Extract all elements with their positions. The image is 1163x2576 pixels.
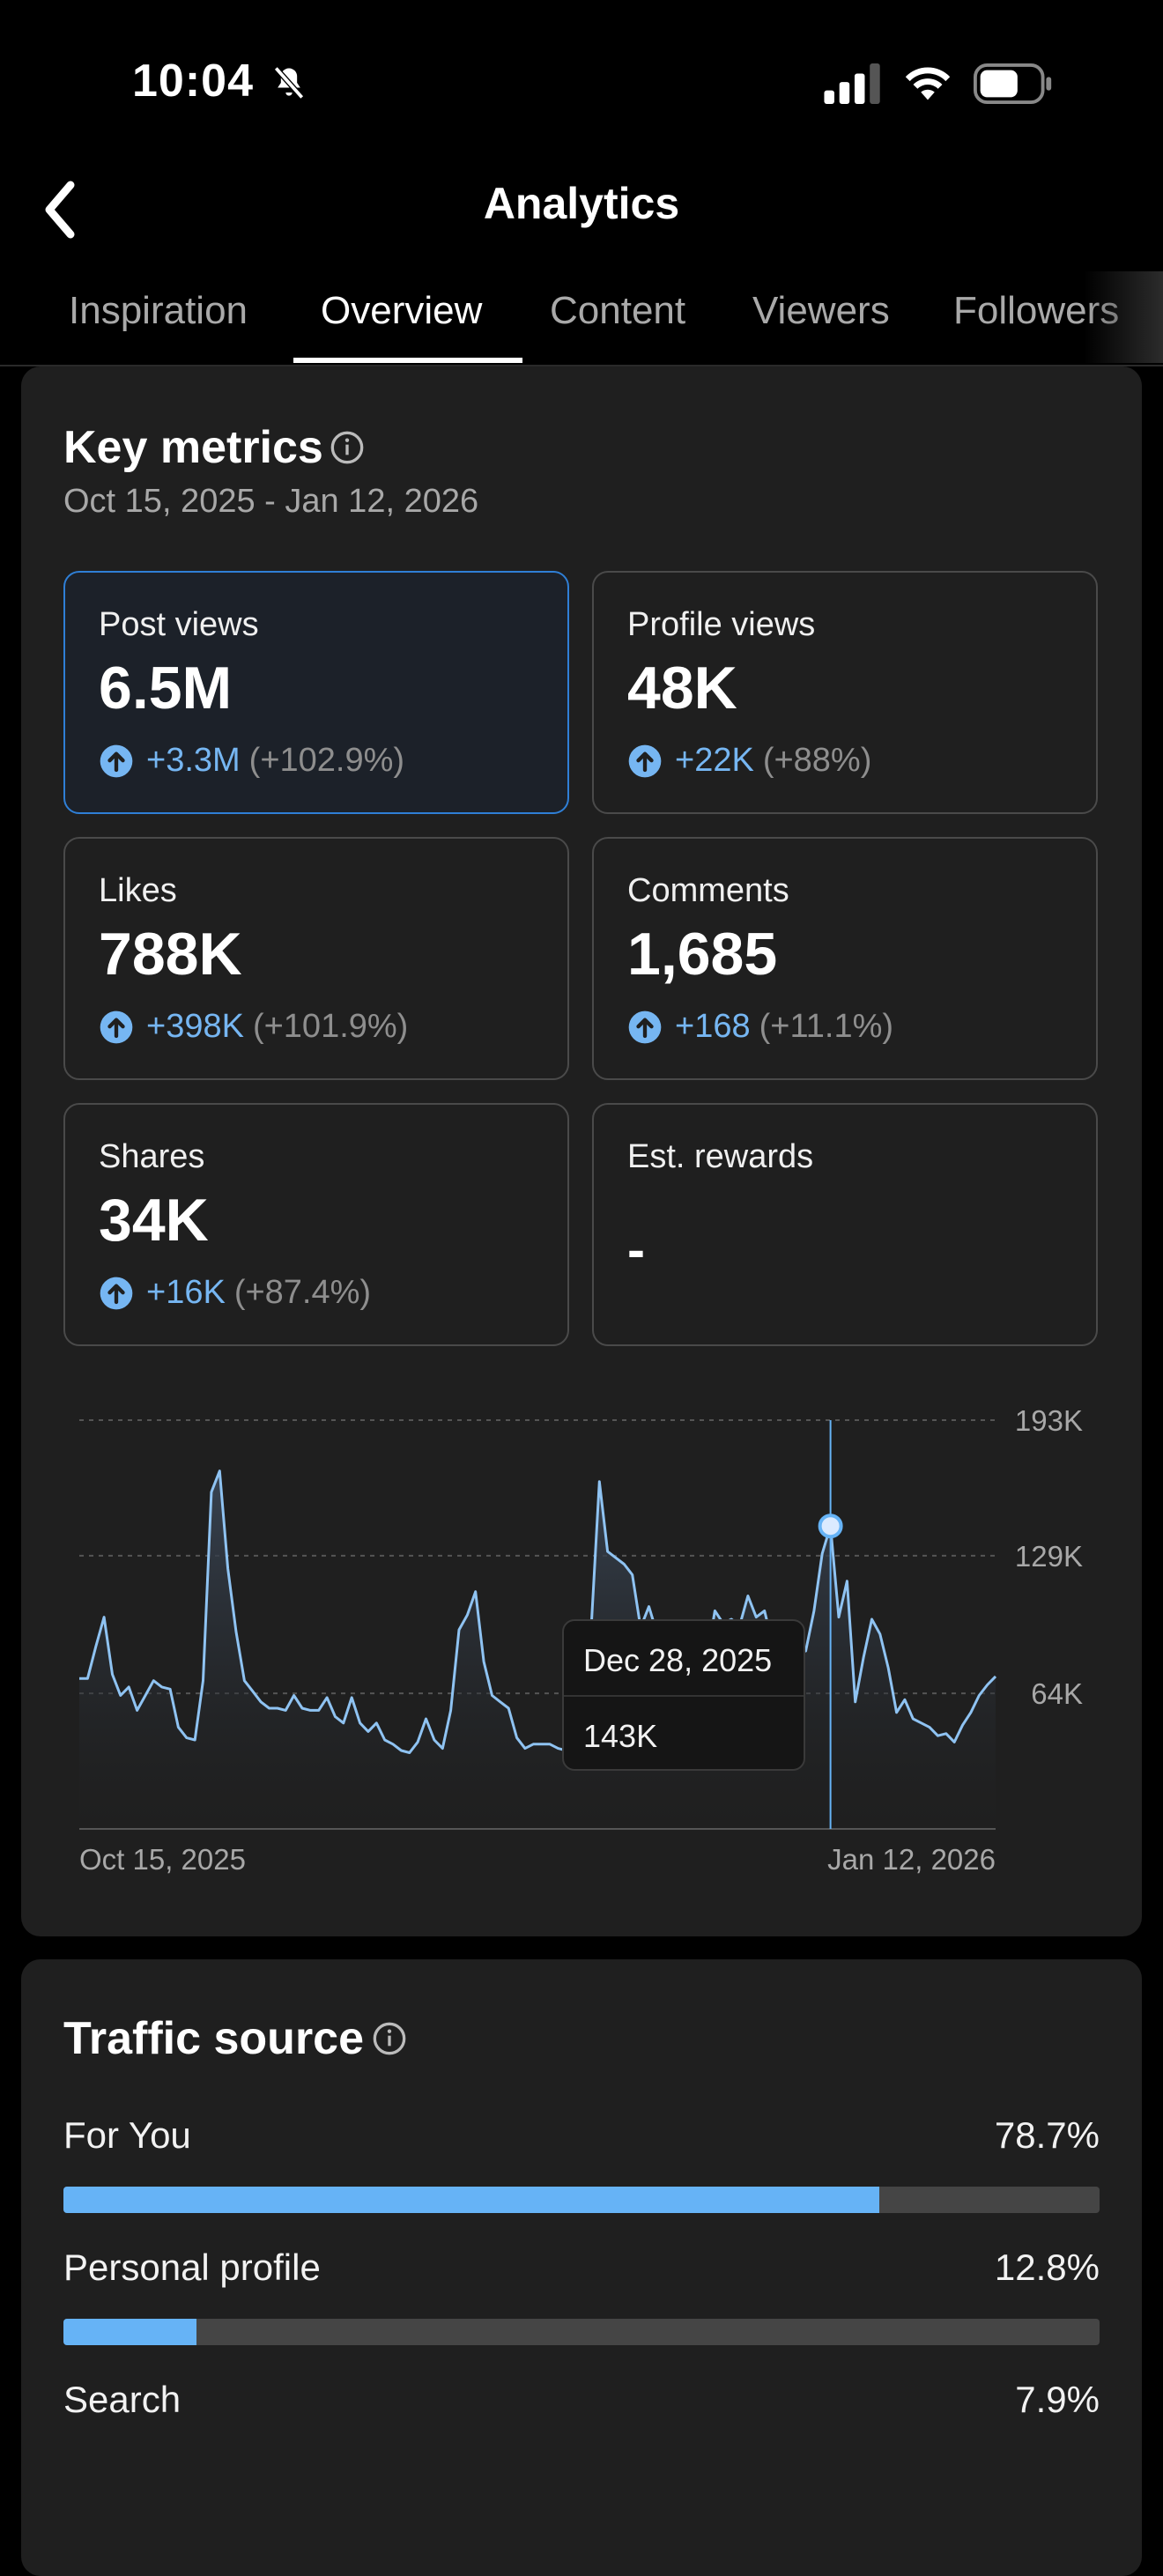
date-range: Oct 15, 2025 - Jan 12, 2026 [63,483,479,520]
metric-card-post-views[interactable]: Post views 6.5M +3.3M (+102.9%) [63,571,569,814]
tab-scroll-fade [1084,271,1163,363]
chart-y-tick-label: 129K [1015,1540,1083,1573]
metric-card-comments[interactable]: Comments 1,685 +168 (+11.1%) [592,837,1098,1080]
tab-bar: Inspiration Overview Content Viewers Fol… [0,271,1163,366]
traffic-label: Search [63,2379,181,2420]
metric-card-est-rewards[interactable]: Est. rewards - [592,1103,1098,1346]
metric-label: Comments [627,872,789,909]
metric-label: Profile views [627,606,816,643]
chart-x-end-label: Jan 12, 2026 [827,1843,996,1876]
back-chevron-icon[interactable] [35,174,85,245]
arrow-up-circle-icon [628,1010,662,1043]
metric-delta: +168 [675,1008,751,1045]
arrow-up-circle-icon [100,1010,133,1043]
metric-delta-percent: (+11.1%) [759,1008,894,1045]
metric-card-likes[interactable]: Likes 788K +398K (+101.9%) [63,837,569,1080]
tooltip-value: 143K [583,1718,658,1754]
metric-label: Shares [99,1138,205,1175]
tooltip-divider [564,1695,804,1697]
active-tab-indicator [293,358,522,363]
metric-label: Post views [99,606,259,643]
traffic-bar-fill [63,2187,879,2213]
status-time: 10:04 [132,56,254,107]
metric-value: - [627,1220,645,1279]
metric-change: +398K (+101.9%) [99,1008,408,1046]
chart-area-fill [79,1470,996,1829]
arrow-up-circle-icon [100,744,133,777]
metric-value: 48K [627,655,737,722]
metric-value: 788K [99,921,242,988]
metric-value: 34K [99,1187,209,1254]
chart-selected-point [818,1514,843,1539]
wifi-icon [905,67,951,100]
traffic-label: For You [63,2114,191,2156]
chart-x-start-label: Oct 15, 2025 [79,1843,246,1876]
metric-change: +16K (+87.4%) [99,1274,371,1312]
chart-y-tick-label: 64K [1031,1677,1083,1710]
tab-content[interactable]: Content [550,289,686,332]
traffic-value: 78.7% [994,2114,1100,2156]
tab-inspiration[interactable]: Inspiration [69,289,248,332]
traffic-bar [63,2187,1100,2213]
battery-icon [974,63,1052,104]
metric-delta-percent: (+101.9%) [252,1008,409,1045]
bell-muted-icon [273,66,305,100]
tooltip-date: Dec 28, 2025 [583,1642,773,1678]
metric-change: +22K (+88%) [627,742,871,780]
metric-delta: +398K [146,1008,244,1045]
metric-card-shares[interactable]: Shares 34K +16K (+87.4%) [63,1103,569,1346]
metric-delta-percent: (+87.4%) [233,1274,372,1311]
cellular-signal-icon [824,63,880,104]
tab-viewers[interactable]: Viewers [752,289,890,332]
key-metrics-title: Key metrics [63,422,323,473]
metric-label: Likes [99,872,177,909]
tab-overview[interactable]: Overview [321,289,483,332]
chart-tooltip: Dec 28, 2025 143K [562,1619,805,1771]
traffic-value: 12.8% [994,2247,1100,2288]
traffic-bar-fill [63,2319,196,2345]
info-icon[interactable] [330,430,365,465]
metric-delta: +3.3M [146,742,241,779]
metric-change: +168 (+11.1%) [627,1008,893,1046]
metric-change: +3.3M (+102.9%) [99,742,404,780]
metric-card-profile-views[interactable]: Profile views 48K +22K (+88%) [592,571,1098,814]
traffic-source-title: Traffic source [63,2013,365,2064]
traffic-label: Personal profile [63,2247,321,2288]
metric-label: Est. rewards [627,1138,814,1175]
metric-delta: +16K [146,1274,226,1311]
metric-delta: +22K [675,742,754,779]
metric-value: 1,685 [627,921,778,988]
chart-series-line [79,1469,997,1754]
page-title: Analytics [483,179,680,228]
metric-value: 6.5M [99,655,233,722]
chart-y-tick-label: 193K [1015,1404,1083,1437]
status-bar: 10:04 [0,0,1163,167]
arrow-up-circle-icon [100,1277,133,1309]
nav-bar: Analytics [0,159,1163,255]
metric-delta-percent: (+88%) [762,742,872,779]
traffic-bar [63,2319,1100,2345]
key-metrics-card: Key metrics Oct 15, 2025 - Jan 12, 2026 … [21,366,1142,1936]
metric-delta-percent: (+102.9%) [248,742,405,779]
traffic-source-card: Traffic source For You 78.7% Personal pr… [21,1959,1142,2576]
info-icon[interactable] [372,2021,407,2056]
traffic-value: 7.9% [1015,2379,1100,2420]
arrow-up-circle-icon [628,744,662,777]
